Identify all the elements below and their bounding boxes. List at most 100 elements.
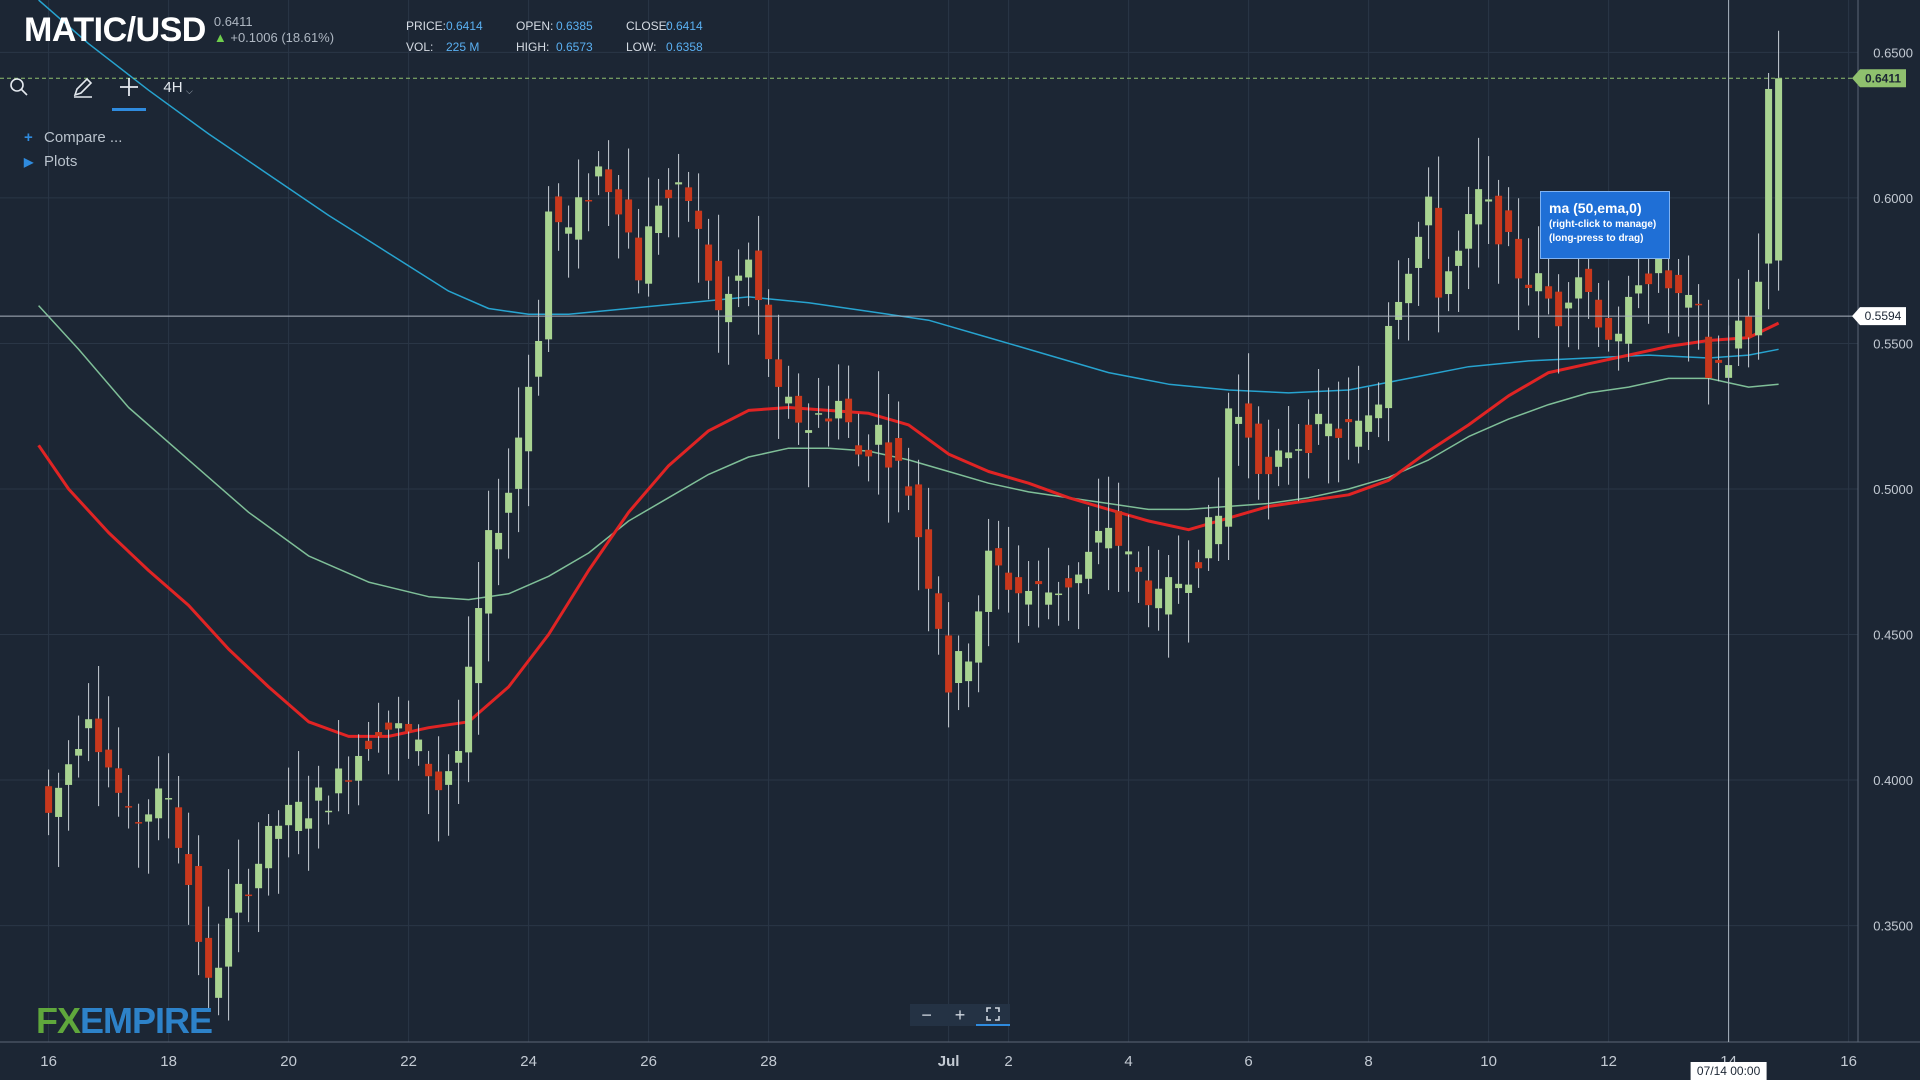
candle-body bbox=[215, 967, 223, 998]
candle-body bbox=[105, 749, 113, 768]
candle-body bbox=[665, 189, 673, 199]
search-button[interactable] bbox=[4, 72, 34, 102]
zoom-in-button[interactable]: + bbox=[954, 1004, 966, 1025]
last-price-tag-label: 0.6411 bbox=[1865, 71, 1901, 85]
candle-body bbox=[1685, 294, 1693, 308]
candle-body bbox=[1425, 196, 1433, 226]
candle-body bbox=[1605, 317, 1613, 340]
up-arrow-icon: ▲ bbox=[213, 30, 227, 45]
candle-body bbox=[1505, 210, 1513, 232]
y-tick-label: 0.3500 bbox=[1873, 919, 1913, 934]
candle-body bbox=[1095, 530, 1103, 543]
price-value: 0.6414 bbox=[446, 19, 483, 33]
candle-body bbox=[1115, 511, 1123, 546]
compare-menu-item[interactable]: + Compare ... bbox=[24, 126, 122, 150]
candle-body bbox=[855, 445, 863, 455]
candle-body bbox=[835, 400, 843, 419]
price-change-value: +0.1006 (18.61%) bbox=[230, 30, 335, 45]
candle-body bbox=[45, 786, 53, 813]
candle-body bbox=[795, 395, 803, 423]
candle-body bbox=[1375, 404, 1383, 419]
candle-body bbox=[1215, 515, 1223, 545]
y-tick-label: 0.5500 bbox=[1873, 336, 1913, 351]
timeframe-select[interactable]: 4H bbox=[156, 72, 190, 102]
candle-body bbox=[345, 780, 353, 782]
crosshair-price-label: 0.5594 bbox=[1865, 309, 1902, 323]
candle-body bbox=[1145, 580, 1153, 606]
crosshair-button[interactable] bbox=[114, 72, 144, 102]
candle-body bbox=[335, 768, 343, 794]
zoom-out-button[interactable]: − bbox=[921, 1004, 932, 1025]
candle-body bbox=[195, 866, 203, 942]
candle-body bbox=[1655, 255, 1663, 274]
candle-body bbox=[1535, 273, 1543, 292]
candle-body bbox=[1195, 562, 1203, 569]
x-tick-label: 4 bbox=[1124, 1053, 1132, 1070]
candle-body bbox=[895, 438, 903, 461]
candle-body bbox=[1295, 449, 1303, 451]
candle-body bbox=[1665, 270, 1673, 289]
candle-body bbox=[1335, 428, 1343, 438]
candle-body bbox=[725, 293, 733, 323]
plus-icon bbox=[120, 78, 138, 96]
candle-body bbox=[1675, 274, 1683, 294]
candle-body bbox=[1005, 572, 1013, 590]
candle-body bbox=[685, 187, 693, 201]
candle-body bbox=[815, 413, 823, 415]
active-tool-indicator bbox=[112, 108, 146, 111]
candle-body bbox=[715, 260, 723, 311]
candle-body bbox=[475, 608, 483, 684]
candle-body bbox=[1245, 403, 1253, 438]
candle-body bbox=[1595, 299, 1603, 328]
candle-body bbox=[1495, 195, 1503, 245]
candle-body bbox=[575, 197, 583, 240]
candle-body bbox=[565, 227, 573, 234]
high-label: HIGH: bbox=[516, 40, 550, 54]
candle-body bbox=[275, 825, 283, 839]
candle-body bbox=[1315, 413, 1323, 425]
candle-body bbox=[525, 386, 533, 452]
candle-body bbox=[1585, 268, 1593, 292]
candle-body bbox=[185, 854, 193, 885]
crosshair-time-tag bbox=[1690, 1062, 1767, 1080]
candle-body bbox=[975, 611, 983, 663]
candle-body bbox=[1555, 291, 1563, 327]
last-price: 0.6411 bbox=[213, 14, 253, 29]
y-tick-label: 0.6500 bbox=[1873, 45, 1913, 60]
y-tick-label: 0.4000 bbox=[1873, 773, 1913, 788]
last-price-tag bbox=[1852, 69, 1906, 88]
fullscreen-button[interactable] bbox=[979, 1005, 1007, 1026]
x-tick-label: 6 bbox=[1244, 1053, 1252, 1070]
candle-body bbox=[1325, 423, 1333, 437]
chart-menu: + Compare ... ▶ Plots bbox=[24, 126, 122, 174]
draw-button[interactable] bbox=[68, 72, 98, 102]
x-tick-label: 12 bbox=[1600, 1053, 1617, 1070]
indicator-tooltip[interactable]: ma (50,ema,0) (right-click to manage) (l… bbox=[1540, 191, 1670, 259]
close-value: 0.6414 bbox=[666, 19, 703, 33]
candle-body bbox=[435, 771, 443, 791]
timeframe-value: 4H bbox=[163, 78, 183, 96]
candle-body bbox=[405, 723, 413, 732]
x-tick-label: 22 bbox=[400, 1053, 417, 1070]
candle-body bbox=[955, 651, 963, 684]
candle-body bbox=[1405, 273, 1413, 304]
candle-body bbox=[695, 210, 703, 229]
plots-label: Plots bbox=[44, 153, 78, 170]
symbol-title: MATIC/USD bbox=[24, 11, 206, 49]
candle-body bbox=[765, 304, 773, 360]
candle-body bbox=[905, 486, 913, 496]
candle-body bbox=[635, 237, 643, 281]
candle-body bbox=[945, 635, 953, 693]
candle-body bbox=[355, 755, 363, 781]
low-label: LOW: bbox=[626, 40, 657, 54]
ohlc-stats: PRICE: 0.6414 OPEN: 0.6385 CLOSE: 0.6414 VO… bbox=[406, 16, 736, 58]
stats-row-2: VOL: 225 M HIGH: 0.6573 LOW: 0.6358 bbox=[406, 37, 736, 58]
candle-body bbox=[965, 661, 973, 682]
candle-body bbox=[1165, 577, 1173, 615]
plots-menu-item[interactable]: ▶ Plots bbox=[24, 150, 122, 174]
candle-body bbox=[265, 825, 273, 869]
candle-body bbox=[75, 748, 83, 756]
candle-body bbox=[655, 205, 663, 234]
ema50-line bbox=[37, 321, 1780, 738]
